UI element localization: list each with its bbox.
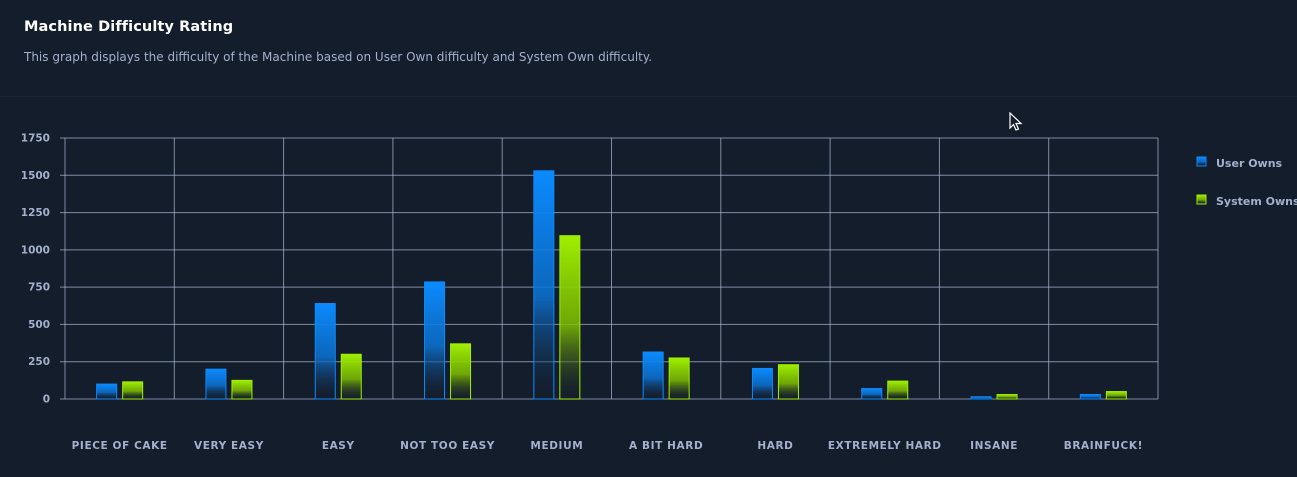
y-tick-label: 250 bbox=[28, 356, 50, 368]
user-owns-bar[interactable] bbox=[751, 367, 773, 400]
system-owns-bar[interactable] bbox=[231, 379, 253, 400]
x-tick-label: VERY EASY bbox=[194, 440, 264, 452]
y-tick-label: 1000 bbox=[21, 244, 50, 256]
x-tick-label: MEDIUM bbox=[530, 440, 583, 452]
x-tick-label: INSANE bbox=[970, 440, 1018, 452]
chart-header: Machine Difficulty Rating This graph dis… bbox=[0, 0, 1297, 97]
legend-swatch-system-owns bbox=[1196, 194, 1207, 205]
mouse-cursor-icon bbox=[1009, 112, 1023, 131]
system-owns-bar[interactable] bbox=[450, 343, 472, 400]
y-tick-label: 500 bbox=[28, 319, 50, 331]
system-owns-bar[interactable] bbox=[777, 364, 799, 400]
x-tick-label: PIECE OF CAKE bbox=[72, 440, 168, 452]
system-owns-bar[interactable] bbox=[1105, 391, 1127, 400]
user-owns-bar[interactable] bbox=[205, 368, 227, 400]
system-owns-bar[interactable] bbox=[122, 381, 144, 400]
y-tick-label: 1500 bbox=[21, 170, 50, 182]
user-owns-bar[interactable] bbox=[970, 396, 992, 400]
user-owns-bar[interactable] bbox=[1079, 394, 1101, 400]
y-tick-label: 1750 bbox=[21, 133, 50, 145]
x-tick-label: EXTREMELY HARD bbox=[828, 440, 942, 452]
system-owns-bar[interactable] bbox=[668, 357, 690, 400]
y-tick-label: 0 bbox=[43, 394, 50, 406]
x-tick-label: A BIT HARD bbox=[629, 440, 703, 452]
user-owns-bar[interactable] bbox=[424, 281, 446, 400]
x-tick-label: HARD bbox=[757, 440, 793, 452]
legend-label: System Owns bbox=[1216, 195, 1297, 208]
legend-label: User Owns bbox=[1216, 157, 1283, 170]
user-owns-bar[interactable] bbox=[533, 170, 555, 400]
user-owns-bar[interactable] bbox=[642, 351, 664, 400]
grid-lines bbox=[60, 137, 1159, 400]
x-tick-label: NOT TOO EASY bbox=[400, 440, 495, 452]
bars bbox=[96, 170, 1127, 400]
legend-swatch-user-owns bbox=[1196, 156, 1207, 167]
y-axis-ticks: 0 250 500 750 1000 1250 1500 1750 bbox=[21, 133, 50, 406]
page-subtitle: This graph displays the difficulty of th… bbox=[24, 50, 653, 64]
system-owns-bar[interactable] bbox=[559, 235, 581, 400]
x-tick-label: EASY bbox=[322, 440, 355, 452]
x-axis-ticks: PIECE OF CAKE VERY EASY EASY NOT TOO EASY ME… bbox=[72, 440, 1143, 452]
y-tick-label: 1250 bbox=[21, 207, 50, 219]
user-owns-bar[interactable] bbox=[96, 383, 118, 400]
user-owns-bar[interactable] bbox=[861, 388, 883, 400]
x-tick-label: BRAINFUCK! bbox=[1064, 440, 1143, 452]
system-owns-bar[interactable] bbox=[996, 394, 1018, 400]
page-title: Machine Difficulty Rating bbox=[24, 19, 234, 35]
legend: User Owns System Owns bbox=[1196, 156, 1297, 208]
y-tick-label: 750 bbox=[28, 282, 50, 294]
system-owns-bar[interactable] bbox=[887, 380, 909, 400]
system-owns-bar[interactable] bbox=[340, 353, 362, 400]
user-owns-bar[interactable] bbox=[314, 303, 336, 400]
